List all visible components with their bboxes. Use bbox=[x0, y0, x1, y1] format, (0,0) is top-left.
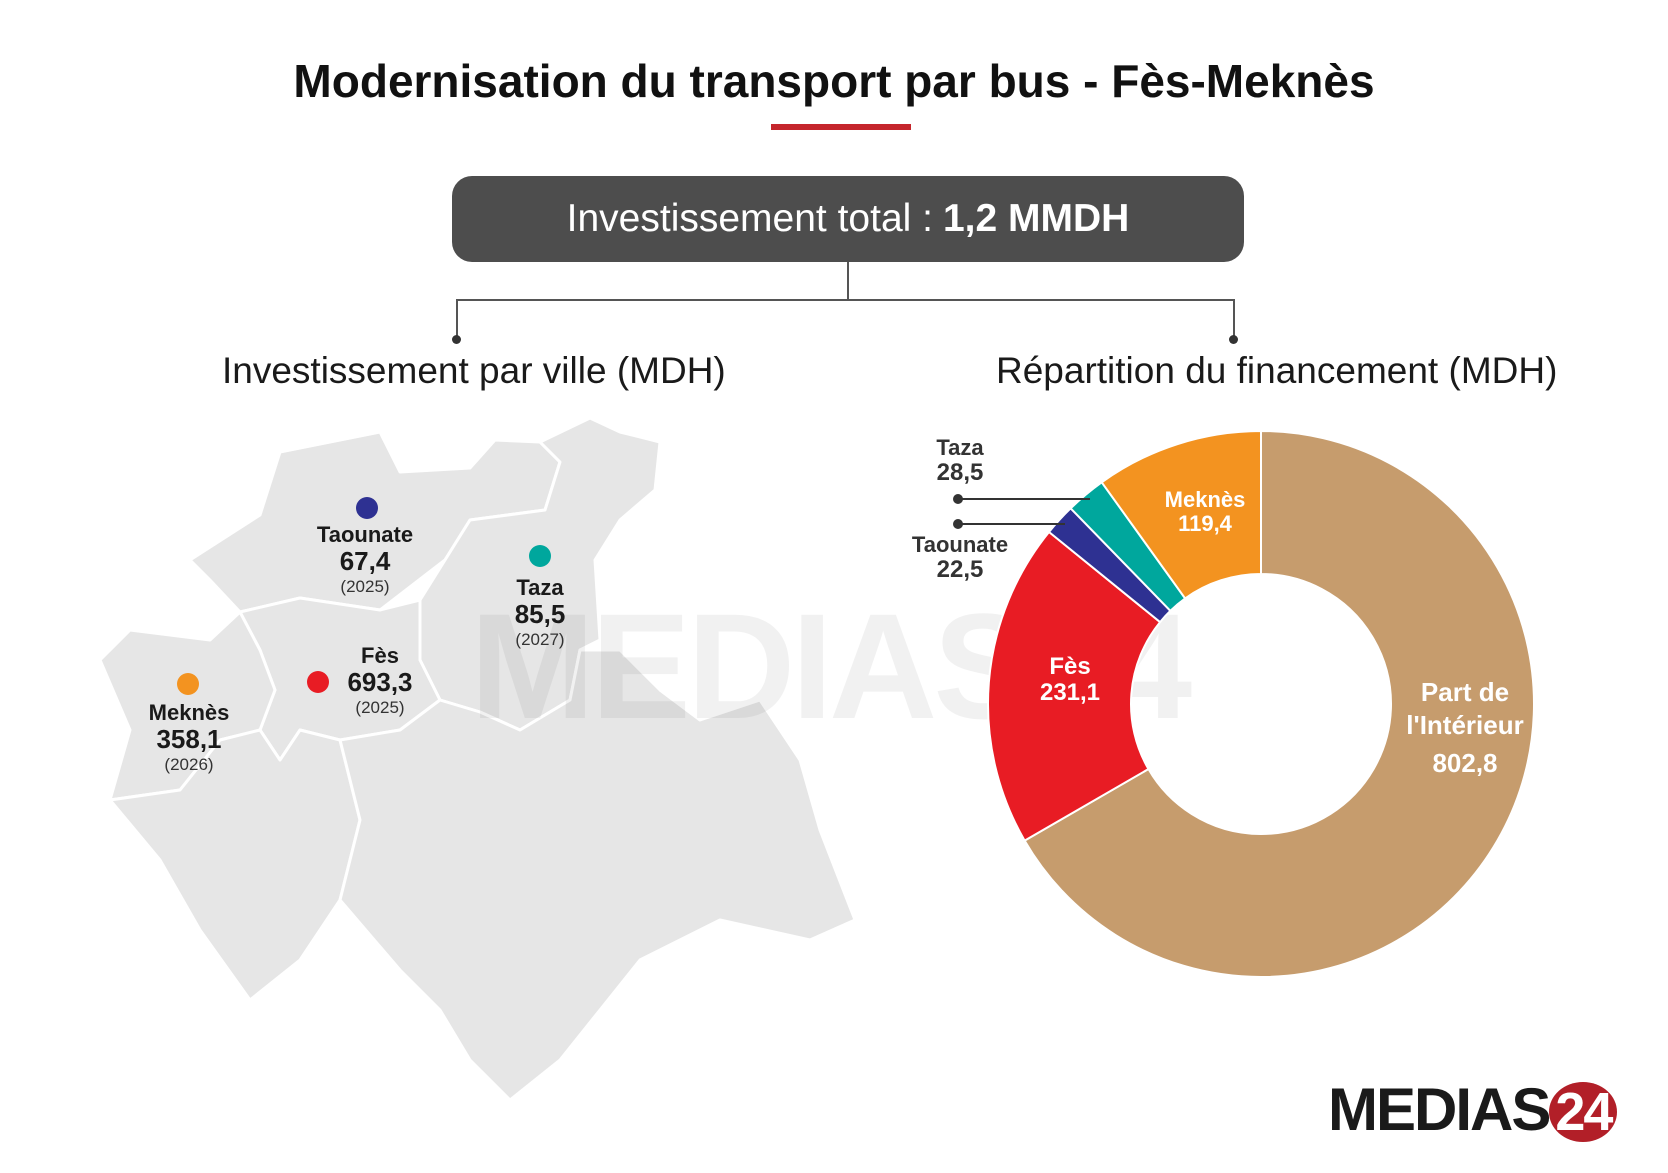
connector-vertical-top bbox=[847, 262, 849, 300]
right-section-title: Répartition du financement (MDH) bbox=[996, 350, 1557, 392]
slice-value: 22,5 bbox=[936, 556, 984, 584]
slice-value: 119,4 bbox=[1178, 511, 1232, 537]
total-label: Investissement total : bbox=[566, 197, 933, 240]
slice-label-taounate: Taounate 22,5 bbox=[895, 532, 1025, 584]
city-year: (2027) bbox=[515, 630, 565, 650]
slice-value: 802,8 bbox=[1432, 748, 1498, 778]
connector-left-dot bbox=[452, 335, 461, 344]
donut-slice-fès bbox=[987, 530, 1162, 842]
city-label-taounate: Taounate 67,4 (2025) bbox=[300, 522, 430, 597]
city-label-taza: Taza 85,5 (2027) bbox=[475, 575, 605, 650]
slice-name: Taounate bbox=[911, 532, 1009, 557]
total-investment-box: Investissement total : 1,2 MMDH bbox=[452, 176, 1244, 262]
map-province-south bbox=[338, 648, 857, 1102]
city-value: 693,3 bbox=[347, 667, 413, 698]
slice-label-taza: Taza 28,5 bbox=[910, 435, 1010, 487]
right-section-unit: (MDH) bbox=[1448, 350, 1558, 391]
connector-right-drop bbox=[1233, 299, 1235, 339]
slice-label-interieur: Part de l'Intérieur 802,8 bbox=[1380, 676, 1550, 780]
taounate-marker bbox=[356, 497, 378, 519]
city-value: 67,4 bbox=[339, 546, 391, 577]
connector-right-dot bbox=[1229, 335, 1238, 344]
donut-slice-part-de-l-intérieur bbox=[1023, 429, 1535, 978]
left-section-title: Investissement par ville (MDH) bbox=[222, 350, 726, 392]
total-value: 1,2 MMDH bbox=[942, 197, 1130, 240]
city-name: Taounate bbox=[316, 522, 414, 547]
map-province-meknes bbox=[98, 610, 277, 802]
city-name: Taza bbox=[516, 575, 564, 600]
slice-label-fes: Fès 231,1 bbox=[1020, 653, 1120, 707]
slice-name: Part de bbox=[1420, 677, 1510, 707]
donut-slice-meknès bbox=[1100, 429, 1262, 600]
slice-value: 231,1 bbox=[1039, 679, 1101, 707]
medias24-logo: MEDIAS 24 bbox=[1328, 1075, 1618, 1144]
city-year: (2025) bbox=[340, 577, 390, 597]
slice-name: Fès bbox=[1049, 653, 1091, 680]
city-year: (2026) bbox=[164, 755, 214, 775]
city-label-fes: Fès 693,3 (2025) bbox=[320, 643, 440, 718]
meknes-marker bbox=[177, 673, 199, 695]
taza-leader-dot bbox=[953, 494, 963, 504]
connector-horizontal bbox=[456, 299, 1235, 301]
slice-name: l'Intérieur bbox=[1406, 709, 1524, 740]
city-value: 358,1 bbox=[156, 724, 222, 755]
slice-name: Taza bbox=[936, 435, 984, 460]
fes-marker bbox=[307, 671, 329, 693]
taounate-leader-dot bbox=[953, 519, 963, 529]
city-year: (2025) bbox=[355, 698, 405, 718]
taza-marker bbox=[529, 545, 551, 567]
slice-value: 28,5 bbox=[936, 459, 984, 487]
logo-text: MEDIAS bbox=[1328, 1076, 1551, 1143]
city-name: Meknès bbox=[148, 700, 230, 725]
left-section-unit: (MDH) bbox=[616, 350, 726, 391]
city-label-meknes: Meknès 358,1 (2026) bbox=[124, 700, 254, 775]
page-title: Modernisation du transport par bus - Fès… bbox=[293, 55, 1375, 107]
logo-number: 24 bbox=[1549, 1082, 1618, 1142]
slice-label-meknes: Meknès 119,4 bbox=[1150, 487, 1260, 537]
connector-left-drop bbox=[456, 299, 458, 339]
slice-name: Meknès bbox=[1164, 487, 1246, 512]
city-name: Fès bbox=[361, 643, 399, 668]
title-underline bbox=[771, 124, 911, 130]
city-value: 85,5 bbox=[514, 599, 566, 630]
left-section-title-text: Investissement par ville bbox=[222, 350, 607, 391]
right-section-title-text: Répartition du financement bbox=[996, 350, 1439, 391]
